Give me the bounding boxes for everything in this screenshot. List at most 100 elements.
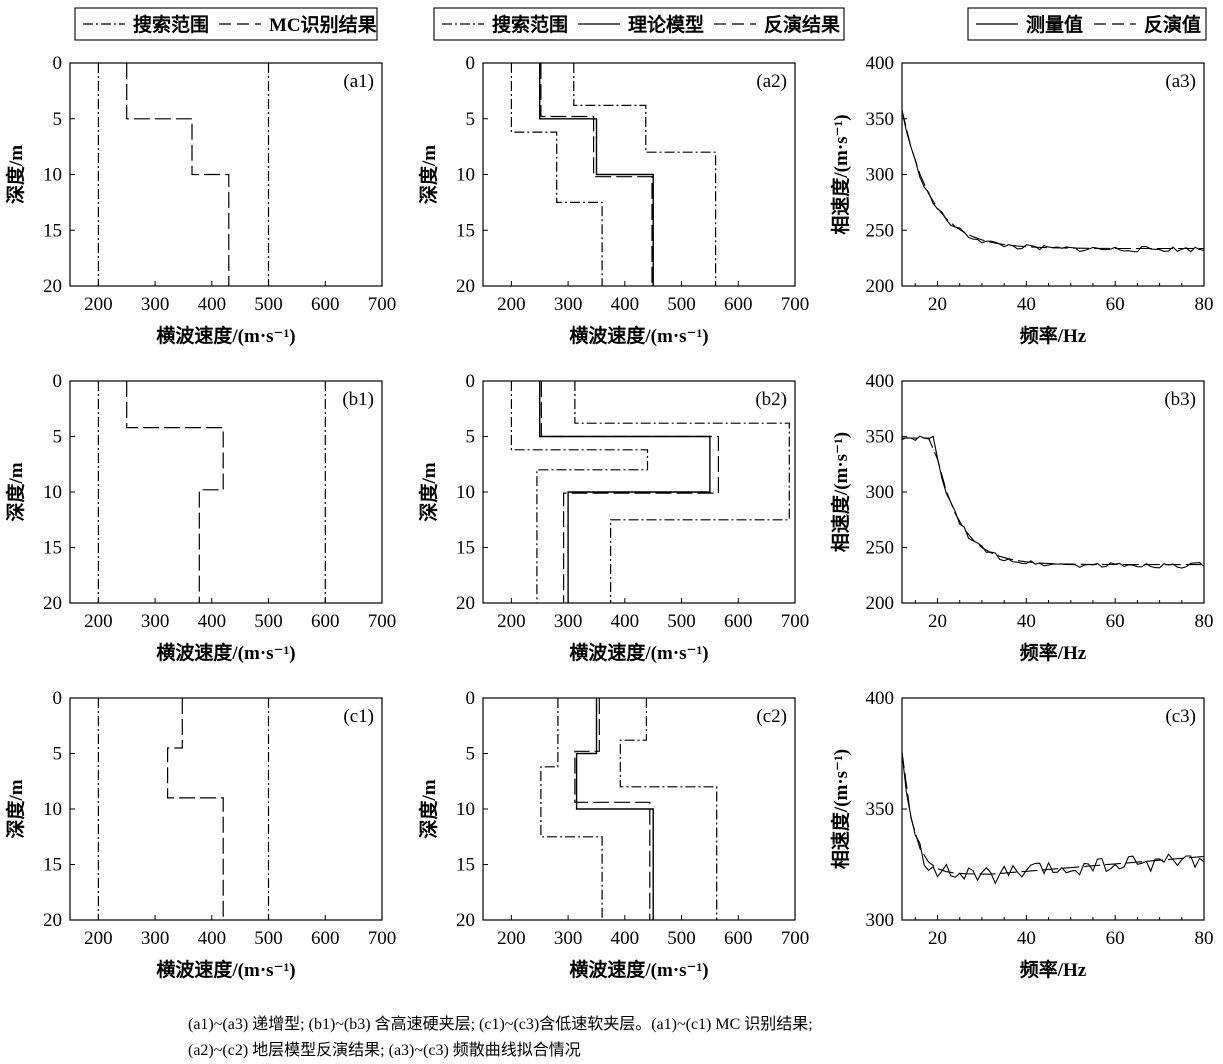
legend-a1: 搜索范围 MC识别结果 <box>74 7 378 41</box>
x-tick-label: 200 <box>497 611 526 632</box>
y-tick-label: 350 <box>866 427 895 448</box>
x-axis-label: 横波速度/(m·s⁻¹) <box>569 641 708 664</box>
x-tick-label: 500 <box>667 294 696 315</box>
series-line-MC识别结果 <box>126 63 230 286</box>
y-tick-label: 5 <box>466 744 476 765</box>
x-tick-label: 40 <box>1017 611 1036 632</box>
x-tick-label: 400 <box>611 611 640 632</box>
panel-c3: 20 40 60 80 300 350 400 频率/Hz 相速度/(m·s⁻¹) (c3) <box>829 688 1214 981</box>
y-tick-label: 400 <box>866 688 895 709</box>
y-tick-label: 20 <box>43 910 62 931</box>
x-tick-label: 500 <box>667 928 696 949</box>
y-tick-label: 0 <box>466 53 476 74</box>
series-line-测量值 <box>902 435 1204 569</box>
y-tick-label: 250 <box>866 220 895 241</box>
x-tick-label: 700 <box>781 928 810 949</box>
x-tick-label: 40 <box>1017 928 1036 949</box>
plot-area <box>902 435 1204 569</box>
caption-line-2: (a2)~(c2) 地层模型反演结果; (a3)~(c3) 频散曲线拟合情况 <box>188 1042 581 1059</box>
x-tick-label: 300 <box>141 611 170 632</box>
y-tick-label: 300 <box>866 482 895 503</box>
x-tick-label: 400 <box>198 928 227 949</box>
x-tick-label: 80 <box>1195 294 1214 315</box>
plot-area <box>902 110 1204 253</box>
x-tick-label: 60 <box>1106 294 1125 315</box>
series-line-测量值 <box>902 110 1204 253</box>
y-tick-label: 20 <box>456 593 475 614</box>
y-tick-label: 0 <box>53 53 63 74</box>
plot-frame <box>901 380 1205 604</box>
y-tick-label: 5 <box>466 427 476 448</box>
x-tick-label: 300 <box>554 611 583 632</box>
x-tick-label: 300 <box>141 294 170 315</box>
series-line-反演值 <box>902 437 1204 566</box>
y-tick-label: 10 <box>43 165 62 186</box>
panel-b1: 200 300 400 500 600 700 0 5 10 15 20 横波速度/(m·s⁻¹) 深度… <box>4 371 396 664</box>
panel-b2: 200 300 400 500 600 700 0 5 10 15 20 横波速度/(m·s⁻¹) 深度… <box>417 371 809 664</box>
plot-area <box>97 63 270 286</box>
figure-canvas: 200 300 400 500 600 70005101520横波速度/(m·s⁻¹)深度… <box>4 7 1214 981</box>
x-tick-label: 80 <box>1195 611 1214 632</box>
y-axis-label: 深度/m <box>4 145 27 204</box>
x-tick-label: 500 <box>254 928 283 949</box>
plot-area <box>97 698 270 920</box>
x-tick-label: 500 <box>667 611 696 632</box>
series-line-测量值 <box>902 752 1204 885</box>
x-axis-label: 横波速度/(m·s⁻¹) <box>156 641 295 664</box>
y-axis-label: 深度/m <box>4 462 27 521</box>
panel-a3: 20 40 60 80 200 250 300 350 400 频率/Hz 相速度/(m·s⁻¹) (… <box>829 7 1214 347</box>
panel-label: (c2) <box>756 706 787 727</box>
panel-label: (a1) <box>343 71 374 92</box>
x-tick-label: 300 <box>554 928 583 949</box>
panel-c1: 200 300 400 500 600 700 0 5 10 15 20 横波速度/(m·s⁻¹) 深度… <box>4 688 396 981</box>
series-line-理论模型 <box>575 698 654 920</box>
series-line-MC识别结果 <box>167 698 224 920</box>
plot-area <box>510 381 790 603</box>
panel-a2: 200 300 400 500 600 700 0 5 10 15 20 横波速度/(m·s⁻¹) 深度… <box>417 7 845 347</box>
y-axis-label: 深度/m <box>417 145 440 204</box>
y-tick-label: 15 <box>43 538 62 559</box>
x-tick-label: 400 <box>198 294 227 315</box>
legend-box <box>433 7 845 41</box>
x-tick-label: 20 <box>928 928 947 949</box>
panel-label: (b3) <box>1164 389 1196 410</box>
y-tick-label: 0 <box>466 688 476 709</box>
x-tick-label: 700 <box>368 611 397 632</box>
x-tick-label: 700 <box>368 928 397 949</box>
x-axis-label: 横波速度/(m·s⁻¹) <box>569 324 708 347</box>
series-line-搜索范围 <box>540 698 603 920</box>
y-tick-label: 20 <box>43 276 62 297</box>
x-axis-label: 频率/Hz <box>1020 958 1087 981</box>
x-tick-label: 300 <box>554 294 583 315</box>
x-tick-label: 700 <box>781 294 810 315</box>
legend-label: 搜索范围 <box>492 13 568 36</box>
x-tick-label: 20 <box>928 294 947 315</box>
series-line-反演值 <box>902 110 1204 250</box>
y-tick-label: 0 <box>466 371 476 392</box>
y-tick-label: 0 <box>53 371 63 392</box>
x-axis-label: 横波速度/(m·s⁻¹) <box>156 324 295 347</box>
x-tick-label: 20 <box>928 611 947 632</box>
series-line-搜索范围 <box>573 63 717 286</box>
y-tick-label: 200 <box>866 593 895 614</box>
plot-area <box>510 63 717 286</box>
panel-c2: 200 300 400 500 600 700 0 5 10 15 20 横波速度/(m·s⁻¹) 深度… <box>417 688 809 981</box>
y-tick-label: 15 <box>456 220 475 241</box>
legend-a3: 测量值 反演值 <box>967 7 1207 41</box>
series-line-反演结果 <box>574 698 651 920</box>
x-tick-label: 600 <box>311 928 340 949</box>
legend-label: 理论模型 <box>628 13 704 36</box>
x-tick-label: 60 <box>1106 928 1125 949</box>
y-tick-label: 400 <box>866 371 895 392</box>
y-tick-label: 15 <box>456 855 475 876</box>
y-tick-label: 10 <box>43 482 62 503</box>
x-tick-label: 200 <box>497 928 526 949</box>
y-tick-label: 300 <box>866 910 895 931</box>
y-tick-label: 5 <box>53 744 63 765</box>
panel-b3: 20 40 60 80 200 250 300 350 400 频率/Hz 相速度/(m·s⁻¹) (… <box>829 371 1214 664</box>
x-axis-label: 横波速度/(m·s⁻¹) <box>569 958 708 981</box>
panel-label: (a3) <box>1165 71 1196 92</box>
y-tick-label: 20 <box>43 593 62 614</box>
y-tick-label: 400 <box>866 53 895 74</box>
y-axis-label: 深度/m <box>417 462 440 521</box>
